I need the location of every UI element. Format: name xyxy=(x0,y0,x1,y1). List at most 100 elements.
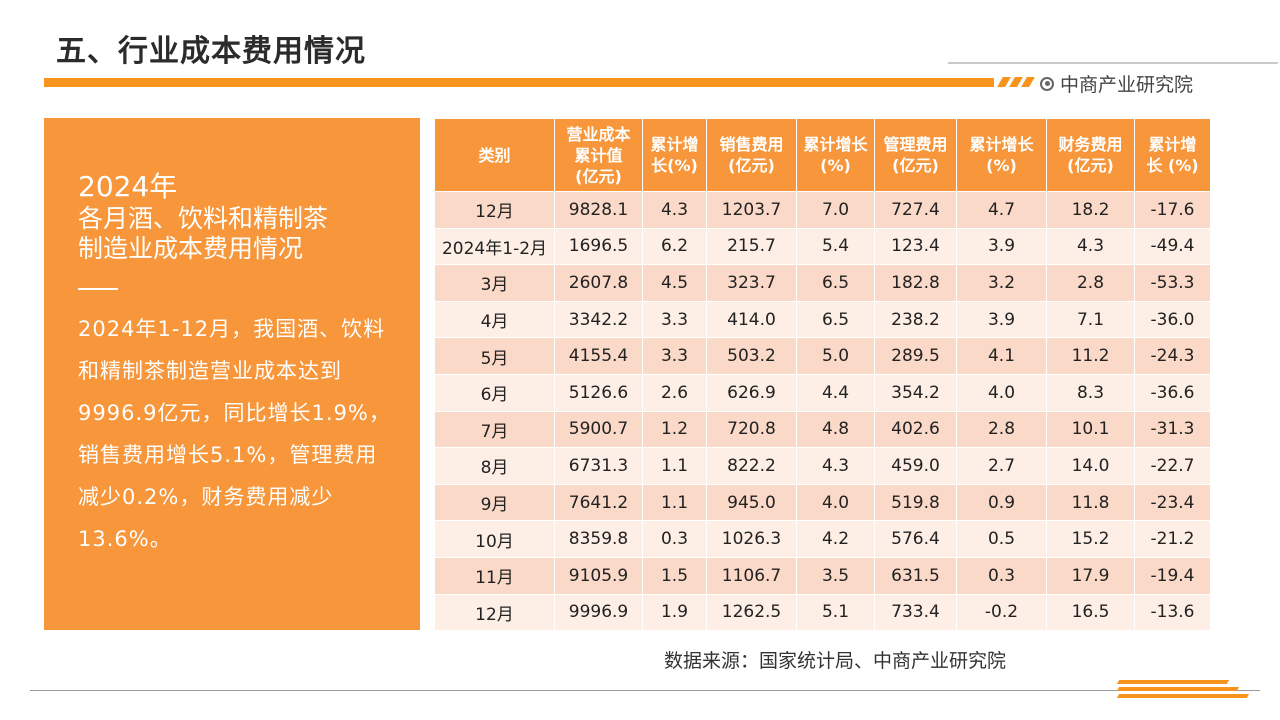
table-cell: 323.7 xyxy=(706,264,797,302)
column-header: 营业成本 累计值 (亿元) xyxy=(554,118,643,192)
table-cell: 4月 xyxy=(434,301,555,339)
table-cell: 7月 xyxy=(434,411,555,449)
cost-table: 类别 营业成本 累计值 (亿元) 累计增 长(%) 销售费用 (亿元) 累计增长 (%)… xyxy=(434,118,1211,632)
column-header: 累计增长 (%) xyxy=(956,118,1047,192)
table-cell: -19.4 xyxy=(1134,557,1211,595)
table-cell: 945.0 xyxy=(706,484,797,522)
table-cell: 4.0 xyxy=(796,484,875,522)
table-cell: 4.1 xyxy=(956,337,1047,375)
page-title: 五、行业成本费用情况 xyxy=(56,34,366,69)
table-cell: -24.3 xyxy=(1134,337,1211,375)
table-row: 7月 5900.7 1.2 720.8 4.8 402.6 2.8 10.1 -31.3 xyxy=(434,411,1211,449)
table-cell: 15.2 xyxy=(1046,520,1135,558)
table-cell: 402.6 xyxy=(874,411,957,449)
table-cell: 17.9 xyxy=(1046,557,1135,595)
table-row: 12月 9828.1 4.3 1203.7 7.0 727.4 4.7 18.2 -17.6 xyxy=(434,191,1211,229)
table-cell: 4155.4 xyxy=(554,337,643,375)
table-cell: 8359.8 xyxy=(554,520,643,558)
table-row: 12月 9996.9 1.9 1262.5 5.1 733.4 -0.2 16.5 -13.6 xyxy=(434,594,1211,632)
table-cell: -31.3 xyxy=(1134,411,1211,449)
table-cell: 4.3 xyxy=(642,191,707,229)
table-cell: 6731.3 xyxy=(554,447,643,485)
table-cell: 5900.7 xyxy=(554,411,643,449)
table-cell: 576.4 xyxy=(874,520,957,558)
table-row: 5月 4155.4 3.3 503.2 5.0 289.5 4.1 11.2 -24.3 xyxy=(434,337,1211,375)
table-row: 8月 6731.3 1.1 822.2 4.3 459.0 2.7 14.0 -22.7 xyxy=(434,447,1211,485)
table-cell: 4.3 xyxy=(796,447,875,485)
table-cell: 626.9 xyxy=(706,374,797,412)
logo-circle-icon xyxy=(1040,76,1054,91)
table-cell: 519.8 xyxy=(874,484,957,522)
table-header-row: 类别 营业成本 累计值 (亿元) 累计增 长(%) 销售费用 (亿元) 累计增长 (%)… xyxy=(434,118,1211,192)
table-cell: 3月 xyxy=(434,264,555,302)
header-divider-line xyxy=(947,62,1279,64)
table-row: 10月 8359.8 0.3 1026.3 4.2 576.4 0.5 15.2 -21.2 xyxy=(434,520,1211,558)
column-header: 销售费用 (亿元) xyxy=(706,118,797,192)
table-cell: 4.2 xyxy=(796,520,875,558)
table-cell: 459.0 xyxy=(874,447,957,485)
panel-divider xyxy=(78,288,118,290)
table-cell: 2.6 xyxy=(642,374,707,412)
table-cell: -49.4 xyxy=(1134,228,1211,266)
column-header: 累计增 长(%) xyxy=(642,118,707,192)
table-cell: 8月 xyxy=(434,447,555,485)
table-row: 4月 3342.2 3.3 414.0 6.5 238.2 3.9 7.1 -36.0 xyxy=(434,301,1211,339)
table-cell: 6.5 xyxy=(796,264,875,302)
table-cell: 5126.6 xyxy=(554,374,643,412)
table-cell: 1.9 xyxy=(642,594,707,632)
table-cell: 289.5 xyxy=(874,337,957,375)
table-cell: 354.2 xyxy=(874,374,957,412)
column-header: 累计增 长 (%) xyxy=(1134,118,1211,192)
table-cell: 3.5 xyxy=(796,557,875,595)
table-cell: 2024年1-2月 xyxy=(434,228,555,266)
table-cell: 1262.5 xyxy=(706,594,797,632)
table-cell: 8.3 xyxy=(1046,374,1135,412)
table-cell: 9996.9 xyxy=(554,594,643,632)
logo-text: 中商产业研究院 xyxy=(1060,74,1194,96)
table-cell: 414.0 xyxy=(706,301,797,339)
column-header: 类别 xyxy=(434,118,555,192)
table-cell: 123.4 xyxy=(874,228,957,266)
table-cell: 1.5 xyxy=(642,557,707,595)
table-body: 12月 9828.1 4.3 1203.7 7.0 727.4 4.7 18.2 -17.6 20… xyxy=(434,191,1211,632)
table-cell: 3342.2 xyxy=(554,301,643,339)
table-cell: 9828.1 xyxy=(554,191,643,229)
table-cell: 238.2 xyxy=(874,301,957,339)
table-cell: 4.0 xyxy=(956,374,1047,412)
table-cell: 3.9 xyxy=(956,301,1047,339)
column-header: 管理费用 (亿元) xyxy=(874,118,957,192)
table-cell: 4.8 xyxy=(796,411,875,449)
table-cell: -23.4 xyxy=(1134,484,1211,522)
table-cell: 631.5 xyxy=(874,557,957,595)
table-cell: 1026.3 xyxy=(706,520,797,558)
table-cell: -36.6 xyxy=(1134,374,1211,412)
panel-body-text: 2024年1-12月，我国酒、饮料和精制茶制造营业成本达到9996.9亿元，同比… xyxy=(78,317,391,551)
table-cell: 6.2 xyxy=(642,228,707,266)
data-source: 数据来源：国家统计局、中商产业研究院 xyxy=(664,650,1007,672)
table-cell: 3.3 xyxy=(642,337,707,375)
table-cell: 4.5 xyxy=(642,264,707,302)
table-cell: 720.8 xyxy=(706,411,797,449)
table-cell: 1203.7 xyxy=(706,191,797,229)
table-cell: 7641.2 xyxy=(554,484,643,522)
column-header: 累计增长 (%) xyxy=(796,118,875,192)
table-cell: 11.2 xyxy=(1046,337,1135,375)
table-cell: 727.4 xyxy=(874,191,957,229)
table-cell: -13.6 xyxy=(1134,594,1211,632)
table-cell: 14.0 xyxy=(1046,447,1135,485)
table-cell: 2.8 xyxy=(1046,264,1135,302)
table-cell: 10月 xyxy=(434,520,555,558)
table-cell: 3.3 xyxy=(642,301,707,339)
table-cell: 503.2 xyxy=(706,337,797,375)
table-row: 9月 7641.2 1.1 945.0 4.0 519.8 0.9 11.8 -23.4 xyxy=(434,484,1211,522)
table-cell: 5.0 xyxy=(796,337,875,375)
table-cell: 182.8 xyxy=(874,264,957,302)
title-underline-bar xyxy=(44,78,994,87)
table-cell: 2.8 xyxy=(956,411,1047,449)
table-cell: 3.2 xyxy=(956,264,1047,302)
table-row: 11月 9105.9 1.5 1106.7 3.5 631.5 0.3 17.9 -19.4 xyxy=(434,557,1211,595)
table-cell: 0.3 xyxy=(642,520,707,558)
brand-logo: 中商产业研究院 xyxy=(1040,70,1193,97)
panel-year: 2024年 xyxy=(78,170,178,203)
table-cell: 0.3 xyxy=(956,557,1047,595)
